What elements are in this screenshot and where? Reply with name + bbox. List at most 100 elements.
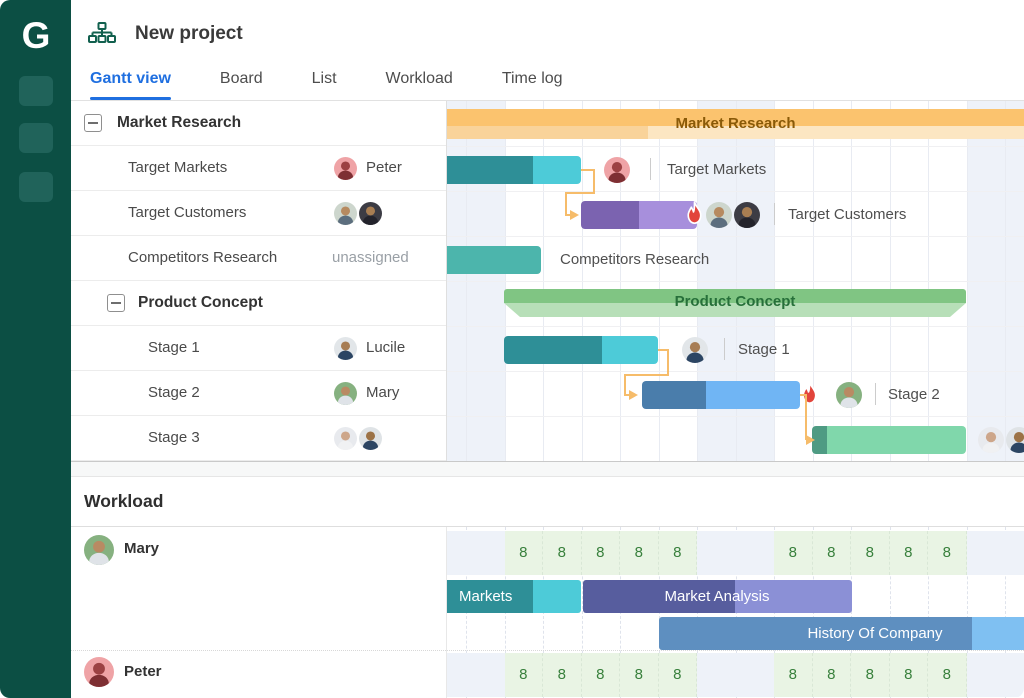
task-row-target-markets[interactable]: Target Markets Peter (71, 146, 446, 191)
avatar-dave (359, 427, 382, 450)
workload-people-panel: Mary Peter (71, 527, 447, 698)
tab-workload[interactable]: Workload (386, 62, 453, 100)
task-name: Stage 2 (148, 384, 200, 401)
bar-side-label: Target Customers (788, 206, 907, 223)
bar-label: Market Analysis (664, 588, 770, 605)
stage-1-bar[interactable] (504, 336, 658, 364)
tab-time-log[interactable]: Time log (502, 62, 563, 100)
sidebar-item-menu-3[interactable] (19, 172, 53, 202)
hours-cell: 8 (889, 653, 928, 697)
task-row-target-customers[interactable]: Target Customers (71, 191, 446, 236)
project-hierarchy-icon (88, 22, 116, 48)
market-research-bar[interactable]: Market Research (447, 109, 1024, 139)
grid-line (889, 527, 891, 698)
row-line (447, 191, 1024, 192)
workload-header: Workload (71, 477, 1024, 527)
sidebar-item-menu-2[interactable] (19, 123, 53, 153)
stage-3-bar[interactable] (812, 426, 966, 454)
avatar-mary (84, 535, 114, 565)
person-divider (447, 650, 1024, 651)
summary-progress-done (447, 126, 648, 139)
tab-label: Gantt view (90, 70, 171, 87)
competitors-research-bar[interactable] (447, 246, 541, 274)
bar-progress (447, 580, 533, 613)
hours-cell: 8 (928, 653, 967, 697)
row-line (447, 326, 1024, 327)
hours-cell: 8 (504, 531, 543, 575)
task-list-panel: Market Research Target Markets Peter Target… (71, 101, 447, 461)
tab-label: Board (219, 70, 263, 87)
summary-bar-top (447, 109, 1024, 126)
task-row-stage-2[interactable]: Stage 2 Mary (71, 371, 446, 416)
task-row-stage-1[interactable]: Stage 1 Lucile (71, 326, 446, 371)
markets-wbar[interactable]: Markets (447, 580, 581, 613)
assignee-name: Mary (366, 384, 400, 401)
hours-cell: 8 (774, 653, 813, 697)
tab-label: Workload (385, 70, 453, 87)
grid-line (928, 527, 929, 698)
avatar-lucile (682, 337, 708, 363)
task-name: Target Markets (128, 159, 228, 176)
weekend-cell-shade (966, 653, 1024, 697)
sidebar-item-menu-1[interactable] (19, 76, 53, 106)
target-customers-bar[interactable] (581, 201, 697, 229)
hours-cell: 8 (543, 531, 582, 575)
avatar-peter (604, 157, 630, 183)
hours-cell: 8 (851, 653, 890, 697)
product-concept-bar[interactable]: Product Concept (504, 289, 966, 317)
avatar-mary (836, 382, 862, 408)
hours-cell: 8 (889, 531, 928, 575)
avatar-alex (706, 202, 732, 228)
tab-label: List (311, 70, 337, 87)
avatar-dan (359, 202, 382, 225)
weekend-cell-shade (447, 653, 505, 697)
hours-cell: 8 (620, 531, 659, 575)
hours-cell: 8 (851, 531, 890, 575)
workload-chart: 8 8 8 8 8 8 8 8 8 8 Markets Market Analysis History … (447, 527, 1024, 698)
avatar-alex (334, 202, 357, 225)
tab-board[interactable]: Board (220, 62, 263, 100)
row-line (447, 281, 1024, 282)
deadline-fire-icon (682, 200, 707, 228)
row-line (447, 236, 1024, 237)
task-row-competitors-research[interactable]: Competitors Research unassigned (71, 236, 446, 281)
hours-cell: 8 (658, 653, 697, 697)
bar-label: History Of Company (807, 625, 943, 642)
task-row-market-research[interactable]: Market Research (71, 101, 446, 146)
assignee-name: Peter (366, 159, 402, 176)
task-name: Competitors Research (128, 249, 278, 266)
target-markets-bar[interactable] (447, 156, 581, 184)
hours-cell: 8 (620, 653, 659, 697)
grid-line (581, 527, 583, 698)
row-line (447, 146, 1024, 147)
app-logo[interactable]: G (21, 15, 51, 56)
task-row-product-concept[interactable]: Product Concept (71, 281, 446, 326)
workload-person-name: Peter (124, 663, 162, 680)
collapse-toggle-icon[interactable] (84, 114, 102, 132)
history-of-company-wbar[interactable]: History Of Company (659, 617, 1024, 650)
stage-2-bar[interactable] (642, 381, 800, 409)
grid-line (966, 527, 968, 698)
row-line (447, 416, 1024, 417)
hours-cell: 8 (812, 531, 851, 575)
tab-list[interactable]: List (312, 62, 337, 100)
grid-line (1005, 527, 1006, 698)
collapse-toggle-icon[interactable] (107, 294, 125, 312)
tab-gantt-view[interactable]: Gantt view (90, 62, 171, 100)
weekend-cell-shade (697, 653, 774, 697)
hours-cell: 8 (812, 653, 851, 697)
bar-progress (504, 336, 602, 364)
section-divider[interactable] (71, 461, 1024, 477)
task-row-stage-3[interactable]: Stage 3 (71, 416, 446, 461)
label-separator (650, 158, 651, 180)
label-separator (774, 203, 775, 225)
avatar-dan (734, 202, 760, 228)
task-name: Target Customers (128, 204, 247, 221)
bar-side-label: Stage 2 (888, 386, 940, 403)
assignee-name: Lucile (366, 339, 406, 356)
task-name: Market Research (117, 114, 242, 131)
sidebar: G (0, 0, 71, 698)
market-analysis-wbar[interactable]: Market Analysis (583, 580, 852, 613)
bar-progress (447, 246, 541, 274)
